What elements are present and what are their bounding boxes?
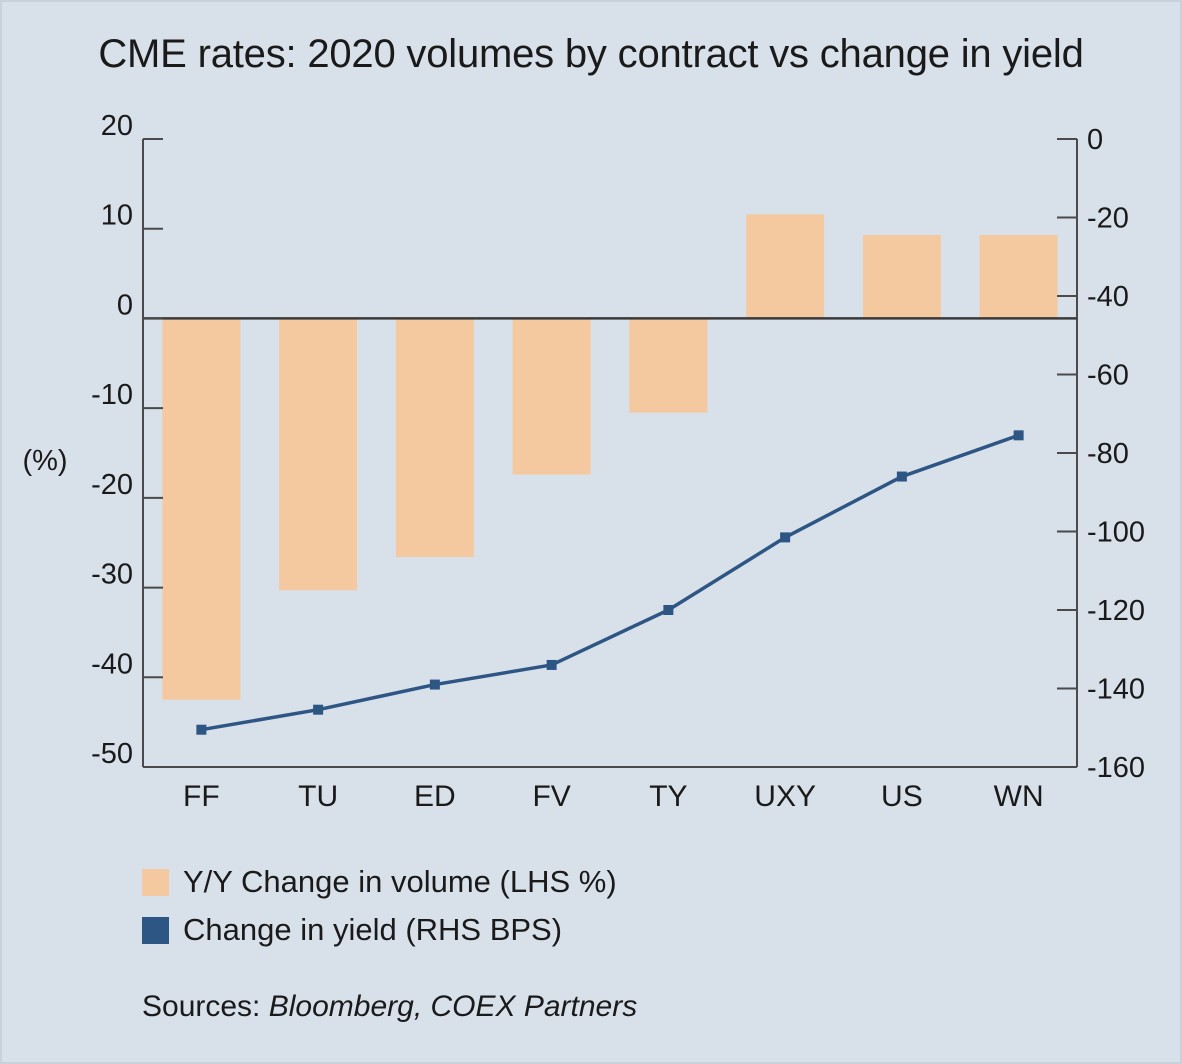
yield-point-ed <box>429 679 440 690</box>
right-tick-label: -40 <box>1087 281 1129 313</box>
legend-item-yield: Change in yield (RHS BPS) <box>142 906 617 954</box>
legend-label-yield: Change in yield (RHS BPS) <box>183 912 563 947</box>
category-label-us: US <box>881 780 923 813</box>
bar-ty <box>629 318 708 413</box>
right-tick-label: -100 <box>1087 517 1145 549</box>
left-tick-label: -50 <box>91 738 133 770</box>
yield-point-wn <box>1013 430 1024 441</box>
right-tick-label: -80 <box>1087 438 1129 470</box>
right-tick-label: -20 <box>1087 203 1129 235</box>
legend-label-volume: Y/Y Change in volume (LHS %) <box>183 864 617 899</box>
category-label-uxy: UXY <box>754 780 816 813</box>
category-label-ff: FF <box>183 780 220 813</box>
left-tick-label: 10 <box>101 200 133 232</box>
left-tick-label: 20 <box>101 110 133 142</box>
bar-ed <box>395 318 474 558</box>
legend-swatch-yield <box>142 916 169 944</box>
right-tick-label: -160 <box>1087 752 1145 784</box>
left-tick-label: -40 <box>91 648 133 680</box>
left-tick-label: -20 <box>91 469 133 501</box>
right-tick-label: -60 <box>1087 360 1129 392</box>
source-note: Sources: Bloomberg, COEX Partners <box>142 990 637 1024</box>
legend-item-volume: Y/Y Change in volume (LHS %) <box>142 858 617 906</box>
left-tick-label: -10 <box>91 379 133 411</box>
yield-line <box>201 433 1020 732</box>
category-label-ty: TY <box>649 780 687 813</box>
left-axis-label: (%) <box>22 445 67 477</box>
bar-us <box>862 234 941 319</box>
source-prefix: Sources: <box>142 990 269 1023</box>
bar-ff <box>162 318 241 700</box>
right-tick-label: -120 <box>1087 595 1145 627</box>
bar-fv <box>512 318 591 475</box>
legend: Y/Y Change in volume (LHS %) Change in y… <box>142 858 617 954</box>
yield-point-fv <box>546 659 557 670</box>
left-tick-label: 0 <box>117 289 133 321</box>
left-tick-label: -30 <box>91 559 133 591</box>
chart-title: CME rates: 2020 volumes by contract vs c… <box>98 32 1084 76</box>
yield-point-us <box>896 471 907 482</box>
yield-point-ff <box>196 724 207 735</box>
right-tick-label: -140 <box>1087 674 1145 706</box>
yield-point-ty <box>663 605 674 615</box>
category-label-tu: TU <box>298 780 338 813</box>
yield-point-tu <box>313 704 324 715</box>
bar-wn <box>979 234 1058 319</box>
source-names: Bloomberg, COEX Partners <box>268 990 638 1023</box>
category-label-fv: FV <box>532 780 570 813</box>
bar-uxy <box>746 214 825 319</box>
bar-tu <box>279 318 358 591</box>
yield-point-uxy <box>780 532 791 543</box>
category-label-wn: WN <box>994 780 1044 813</box>
category-label-ed: ED <box>414 780 456 813</box>
legend-swatch-volume <box>142 868 169 896</box>
right-tick-label: 0 <box>1087 124 1103 156</box>
